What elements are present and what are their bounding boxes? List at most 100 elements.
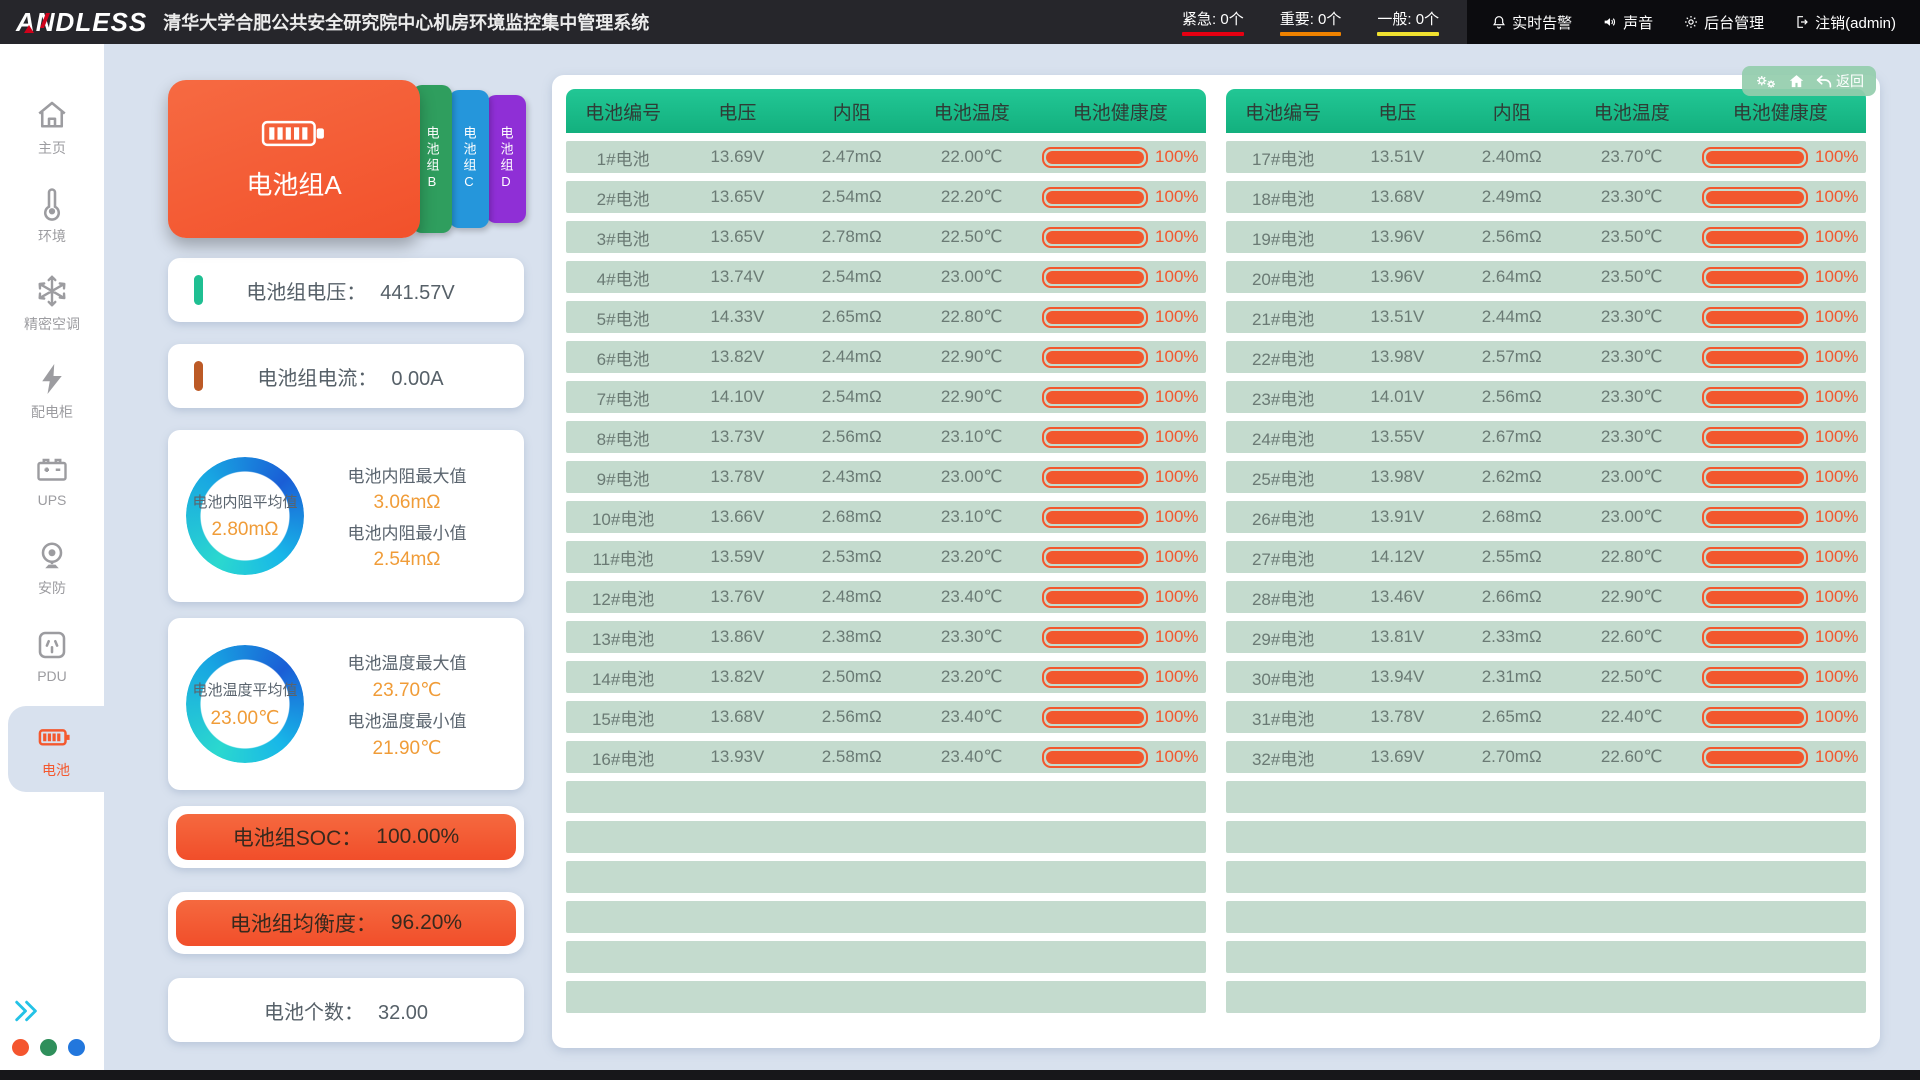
table-row: 26#电池 13.91V 2.68mΩ 23.00℃ 100% — [1226, 501, 1866, 533]
table-cell: 2.68mΩ — [821, 507, 882, 526]
table-cell: 2.70mΩ — [1481, 747, 1542, 766]
table-cell: 23.20℃ — [940, 667, 1003, 686]
health-percent: 100% — [1815, 587, 1859, 606]
health-bar — [1702, 506, 1809, 528]
snowflake-icon — [34, 273, 70, 309]
soc-button[interactable]: 电池组SOC： 100.00% — [176, 814, 516, 860]
health-bar-fill — [1046, 270, 1145, 284]
table-cell: 23.10℃ — [940, 507, 1003, 526]
table-cell: 11#电池 — [592, 549, 654, 569]
temperature-max-label: 电池温度最大值 — [347, 653, 467, 673]
health-percent: 100% — [1155, 347, 1199, 366]
table-row: 2#电池 13.65V 2.54mΩ 22.20℃ 100% — [566, 181, 1206, 213]
table-cell: 22.00℃ — [940, 147, 1003, 166]
table-row: 17#电池 13.51V 2.40mΩ 23.70℃ 100% — [1226, 141, 1866, 173]
sidebar-item-security[interactable]: 安防 — [0, 530, 104, 604]
tab-group-d[interactable]: 电池组D — [486, 95, 526, 223]
action-realtime-alarm[interactable]: 实时告警 — [1491, 12, 1572, 33]
table-cell: 14.12V — [1370, 547, 1425, 566]
settings-gears-icon[interactable] — [1754, 73, 1778, 90]
health-percent: 100% — [1815, 747, 1859, 766]
health-bar — [1702, 586, 1809, 608]
health-percent: 100% — [1155, 667, 1199, 686]
health-bar-fill — [1706, 390, 1805, 404]
action-label: 注销(admin) — [1815, 14, 1896, 32]
table-cell: 19#电池 — [1251, 229, 1315, 249]
table-cell: 14.01V — [1370, 387, 1425, 406]
sidebar-item-label: 电池 — [42, 761, 70, 778]
health-percent: 100% — [1815, 547, 1859, 566]
alarm-badge-major[interactable]: 重要: 0个 — [1279, 8, 1342, 36]
table-cell: 23.30℃ — [940, 627, 1003, 646]
action-sound[interactable]: 声音 — [1602, 12, 1653, 33]
table-cell: 9#电池 — [596, 469, 650, 489]
table-row: 5#电池 14.33V 2.65mΩ 22.80℃ 100% — [566, 301, 1206, 333]
tab-group-c[interactable]: 电池组C — [449, 90, 489, 228]
action-logout[interactable]: 注销(admin) — [1794, 12, 1896, 33]
table-cell: 23.70℃ — [1600, 147, 1663, 166]
table-row: 29#电池 13.81V 2.33mΩ 22.60℃ 100% — [1226, 621, 1866, 653]
temperature-avg-label: 电池温度平均值 — [192, 681, 298, 699]
table-cell: 2.50mΩ — [821, 667, 882, 686]
table-cell: 4#电池 — [596, 269, 650, 289]
health-percent: 100% — [1155, 267, 1199, 286]
table-row: 20#电池 13.96V 2.64mΩ 23.50℃ 100% — [1226, 261, 1866, 293]
sidebar-item-ups[interactable]: UPS — [0, 442, 104, 516]
sidebar-item-environment[interactable]: 环境 — [0, 178, 104, 252]
alarm-label: 重要: 0个 — [1279, 11, 1342, 28]
balance-card: 电池组均衡度： 96.20% — [168, 892, 524, 954]
table-cell: 15#电池 — [591, 709, 655, 729]
table-row: 30#电池 13.94V 2.31mΩ 22.50℃ 100% — [1226, 661, 1866, 693]
resistance-gauge-ring: 电池内阻平均值 2.80mΩ — [186, 457, 304, 575]
back-button[interactable]: 返回 — [1815, 71, 1864, 91]
alarm-badge-urgent[interactable]: 紧急: 0个 — [1182, 8, 1244, 36]
sidebar-item-label: 安防 — [38, 579, 66, 596]
lightning-icon — [34, 361, 70, 397]
app-logo: ANDLESS — [16, 7, 147, 38]
home-small-icon[interactable] — [1788, 73, 1805, 90]
bottom-strip — [0, 1070, 1920, 1080]
current-pill-icon — [194, 361, 203, 391]
alarm-badge-minor[interactable]: 一般: 0个 — [1377, 8, 1440, 36]
logo-red-accent — [24, 24, 34, 33]
health-percent: 100% — [1155, 507, 1199, 526]
action-admin[interactable]: 后台管理 — [1683, 12, 1764, 33]
group-voltage-value: 441.57V — [380, 281, 455, 304]
health-bar-fill — [1046, 190, 1145, 204]
table-row: 32#电池 13.69V 2.70mΩ 22.60℃ 100% — [1226, 741, 1866, 773]
health-percent: 100% — [1155, 747, 1199, 766]
table-cell: 2.65mΩ — [821, 307, 882, 326]
table-cell: 2.44mΩ — [1481, 307, 1542, 326]
ups-icon — [34, 451, 70, 487]
table-cell: 32#电池 — [1251, 749, 1315, 769]
health-percent: 100% — [1815, 667, 1859, 686]
sidebar-item-home[interactable]: 主页 — [0, 90, 104, 164]
logout-icon — [1794, 14, 1810, 30]
voltage-pill-icon — [194, 275, 203, 305]
health-bar — [1702, 706, 1809, 728]
sidebar-item-power-cabinet[interactable]: 配电柜 — [0, 354, 104, 428]
sidebar-item-pdu[interactable]: PDU — [0, 618, 104, 692]
sidebar-item-label: 环境 — [38, 227, 66, 244]
health-bar-fill — [1706, 470, 1805, 484]
sidebar-item-label: 主页 — [38, 139, 66, 156]
table-cell: 23.00℃ — [1600, 507, 1663, 526]
topbar-actions: 实时告警 声音 后台管理 注销(admin) — [1467, 0, 1920, 44]
expand-sidebar-icon[interactable] — [12, 1000, 104, 1027]
health-bar-fill — [1706, 590, 1805, 604]
battery-count-label: 电池个数： — [263, 1001, 364, 1024]
sidebar-item-precision-ac[interactable]: 精密空调 — [0, 266, 104, 340]
table-row: 11#电池 13.59V 2.53mΩ 23.20℃ 100% — [566, 541, 1206, 573]
health-cell: 100% — [1695, 306, 1866, 328]
gauge-ring-graphic — [186, 645, 304, 763]
balance-button[interactable]: 电池组均衡度： 96.20% — [176, 900, 516, 946]
table-cell: 13.51V — [1370, 147, 1425, 166]
health-bar-fill — [1706, 150, 1805, 164]
table-cell: 22.20℃ — [940, 187, 1003, 206]
sidebar-item-battery[interactable]: 电池 — [8, 706, 104, 792]
table-cell: 3#电池 — [596, 229, 650, 249]
battery-group-a-card[interactable]: 电池组A — [168, 80, 420, 238]
table-cell: 22.80℃ — [1600, 547, 1663, 566]
health-cell: 100% — [1695, 626, 1866, 648]
health-bar — [1042, 666, 1149, 688]
